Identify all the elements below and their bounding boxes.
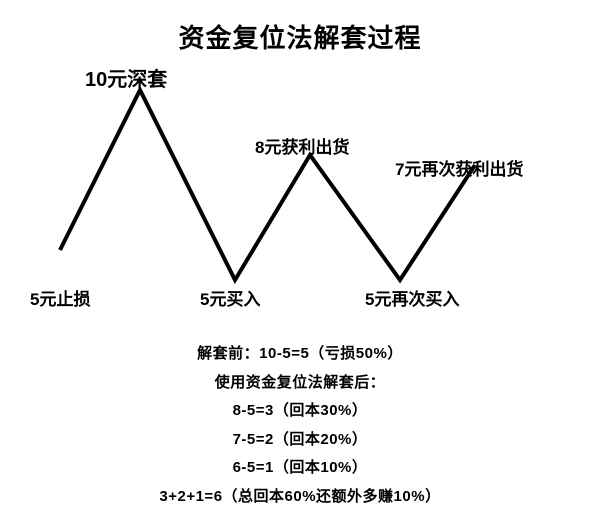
explain-line-calc2: 7-5=2（回本20%）: [0, 426, 600, 455]
explanation-block: 解套前：10-5=5（亏损50%） 使用资金复位法解套后： 8-5=3（回本30…: [0, 340, 600, 511]
explain-line-before: 解套前：10-5=5（亏损50%）: [0, 340, 600, 369]
line-chart-svg: [0, 55, 600, 315]
page-title: 资金复位法解套过程: [0, 18, 600, 55]
label-peak-7: 7元再次获利出货: [395, 155, 523, 180]
fund-reset-chart: 10元深套 8元获利出货 7元再次获利出货 5元止损 5元买入 5元再次买入: [0, 55, 600, 315]
label-peak-10: 10元深套: [85, 63, 167, 92]
explain-line-after: 使用资金复位法解套后：: [0, 369, 600, 398]
explain-line-calc1: 8-5=3（回本30%）: [0, 397, 600, 426]
label-low-buy1: 5元买入: [200, 285, 260, 310]
explain-line-total: 3+2+1=6（总回本60%还额外多赚10%）: [0, 483, 600, 512]
explain-line-calc3: 6-5=1（回本10%）: [0, 454, 600, 483]
label-peak-8: 8元获利出货: [255, 133, 349, 158]
label-low-stop: 5元止损: [30, 285, 90, 310]
label-low-buy2: 5元再次买入: [365, 285, 459, 310]
price-zigzag-line: [60, 90, 475, 280]
